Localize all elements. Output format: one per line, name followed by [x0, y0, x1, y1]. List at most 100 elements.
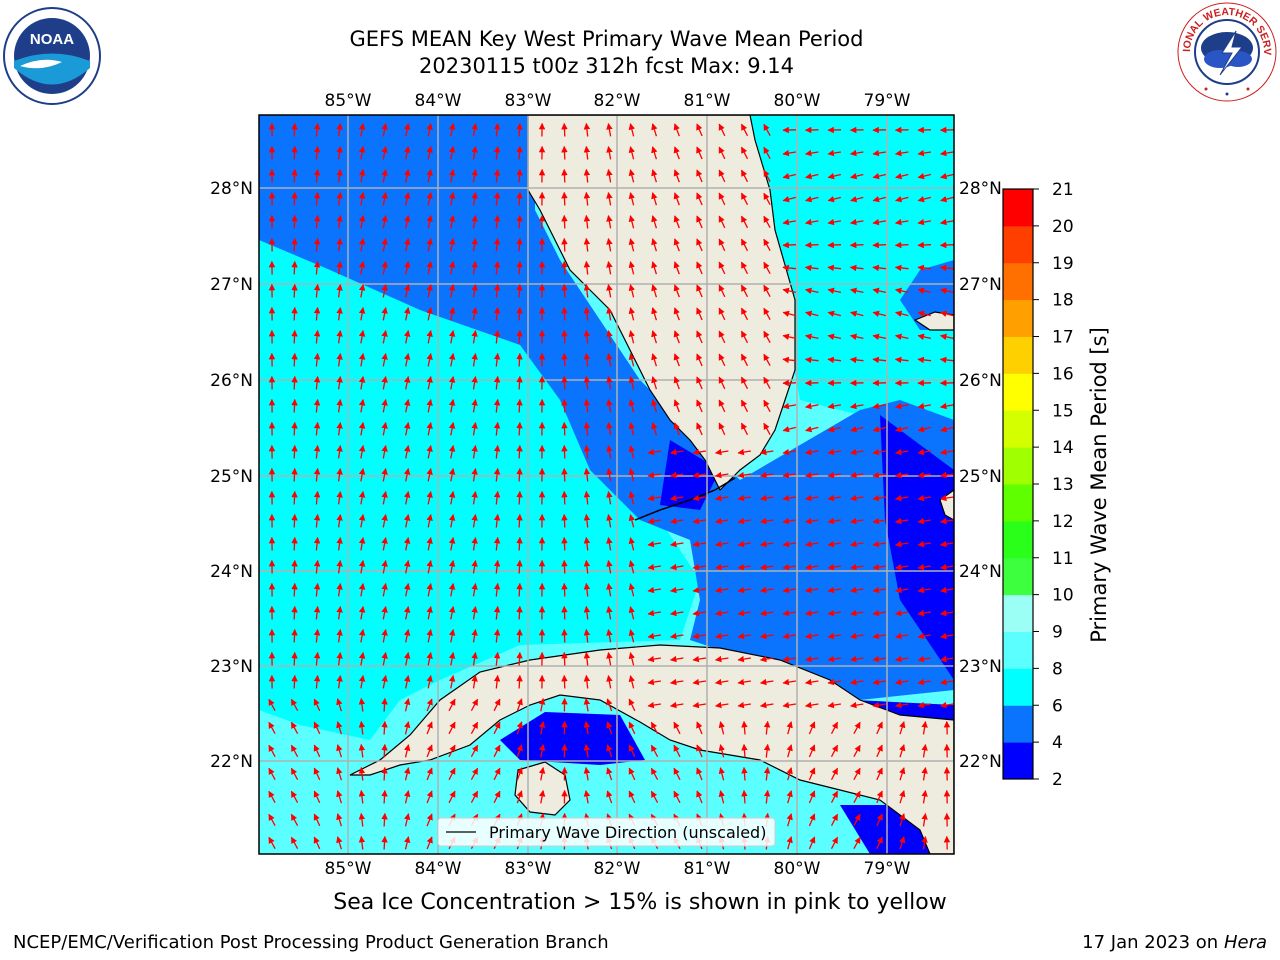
wave-arrow: [516, 168, 523, 183]
wave-arrow: [830, 813, 839, 827]
wave-arrow: [782, 494, 797, 502]
wave-arrow: [939, 333, 954, 341]
wave-arrow: [561, 306, 568, 321]
wave-arrow: [894, 678, 909, 686]
florida-land: [527, 115, 796, 492]
wave-arrow: [516, 421, 523, 436]
lon-labels-bottom: 85°W 84°W 83°W 82°W 81°W 80°W 79°W: [325, 859, 911, 879]
wave-arrow: [763, 376, 771, 390]
wave-arrow: [561, 168, 568, 183]
wave-arrow: [805, 310, 819, 317]
wave-arrow: [651, 146, 658, 160]
wave-arrow: [313, 790, 321, 804]
wave-arrow: [849, 540, 864, 548]
wave-arrow: [628, 629, 635, 643]
wave-arrow: [381, 398, 388, 413]
wave-arrow: [493, 168, 501, 183]
wave-arrow: [358, 260, 366, 275]
wave-arrow: [583, 582, 591, 597]
wave-arrow: [917, 586, 932, 594]
wave-arrow: [741, 789, 748, 804]
wave-arrow: [358, 306, 366, 321]
wave-arrow: [493, 744, 501, 758]
wave-arrow: [849, 218, 864, 226]
wave-arrow: [830, 790, 839, 804]
wave-arrow: [561, 490, 568, 505]
wave-arrow: [313, 651, 321, 666]
wave-arrow: [696, 307, 703, 321]
wave-arrow: [448, 582, 456, 597]
wave-arrow: [917, 218, 932, 226]
wave-arrow: [291, 559, 298, 574]
wave-arrow: [336, 536, 343, 551]
wave-arrow: [899, 836, 906, 850]
wave-arrow: [696, 261, 703, 275]
wave-arrow: [763, 720, 771, 735]
wave-arrow: [714, 448, 729, 456]
wave-arrow: [940, 310, 954, 317]
wave-arrow: [358, 283, 366, 298]
footer-date: 17 Jan 2023 on Hera: [1082, 932, 1267, 953]
wave-arrow: [894, 540, 909, 548]
colorbar-segment: [1003, 668, 1033, 706]
wave-arrow: [696, 353, 703, 367]
wave-arrow: [830, 836, 839, 850]
wave-arrow: [763, 330, 771, 344]
wave-arrow: [313, 813, 321, 827]
wave-arrow: [740, 261, 749, 275]
wave-arrow: [426, 168, 433, 183]
wave-arrow: [471, 674, 478, 689]
wave-arrow: [714, 540, 729, 548]
wave-arrow: [827, 540, 842, 548]
wave-arrow: [448, 605, 456, 620]
wave-arrow: [426, 490, 433, 505]
wave-arrow: [669, 471, 684, 479]
wave-arrow: [291, 214, 298, 229]
wave-arrow: [872, 563, 887, 571]
wave-arrow: [313, 398, 321, 413]
wave-arrow: [493, 721, 501, 735]
wave-arrow: [628, 169, 635, 183]
wave-arrow: [651, 307, 658, 321]
wave-arrow: [561, 122, 568, 137]
wave-arrow: [876, 836, 883, 850]
wave-arrow: [561, 375, 568, 390]
wave-arrow: [313, 191, 321, 206]
wave-arrow: [737, 517, 752, 525]
wave-arrow: [714, 471, 729, 479]
wave-arrow: [381, 536, 388, 551]
wave-arrow: [917, 632, 932, 640]
wave-arrow: [516, 329, 523, 344]
wave-arrow: [291, 582, 298, 597]
wave-field-cyan: [259, 240, 700, 740]
lat-labels-right: 28°N 27°N 26°N 25°N 24°N 23°N 22°N: [959, 179, 1002, 772]
wave-arrow: [741, 766, 748, 781]
wave-arrow: [471, 145, 478, 160]
wave-arrow: [628, 606, 635, 620]
wave-arrow: [782, 540, 797, 548]
wave-arrow: [313, 306, 321, 321]
wave-arrow: [692, 517, 707, 525]
wave-arrow: [426, 744, 433, 758]
wave-arrow: [493, 214, 501, 229]
wave-arrow: [516, 651, 523, 666]
wave-arrow: [673, 422, 680, 436]
wave-arrow: [471, 168, 478, 183]
wave-arrow: [782, 218, 797, 226]
wave-arrow: [628, 376, 635, 390]
wave-arrow: [628, 744, 636, 758]
wave-arrow: [940, 172, 954, 180]
wave-arrow: [358, 398, 366, 413]
wave-arrow: [516, 260, 523, 275]
wave-arrow: [714, 586, 729, 594]
wave-arrow: [471, 398, 478, 413]
wave-arrow: [849, 287, 864, 295]
wave-arrow: [313, 836, 321, 850]
wave-arrow: [696, 284, 703, 298]
wave-arrow: [426, 698, 433, 712]
wave-arrow: [358, 329, 366, 344]
wave-arrow: [782, 517, 797, 525]
wave-arrow: [782, 196, 796, 203]
wave-arrow: [673, 721, 681, 735]
wave-arrow: [673, 146, 680, 160]
